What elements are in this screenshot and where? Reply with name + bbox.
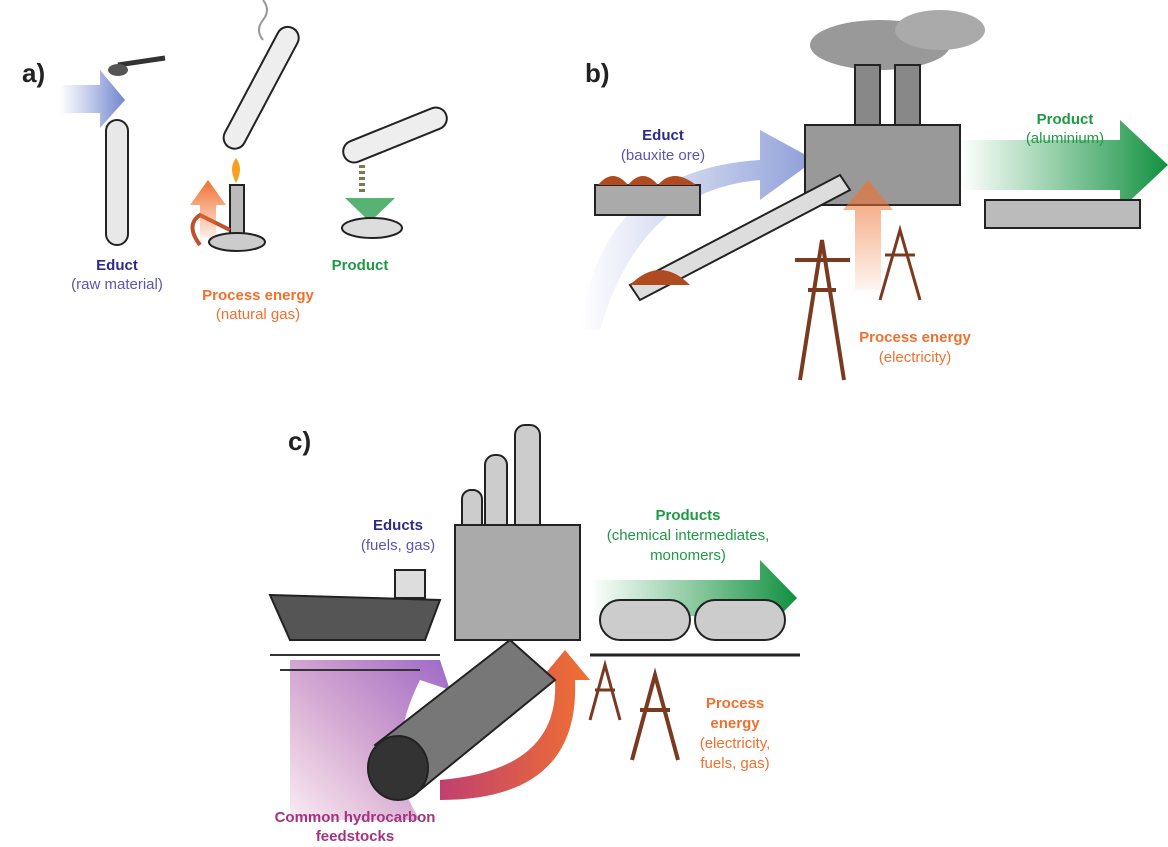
panel-a: a) Educt (raw material) Process energy (… [22, 0, 450, 323]
aluminium-car [985, 200, 1140, 228]
ship [270, 595, 440, 640]
ore-car [595, 185, 700, 215]
energy-sub: fuels, gas) [700, 755, 769, 772]
educt-sub: (raw material) [71, 276, 163, 293]
pylon [795, 240, 850, 380]
dish [342, 218, 402, 238]
product-title: Product [1037, 111, 1094, 128]
panel-b: b) Educt (bauxite ore) Product (aluminiu… [580, 10, 1168, 380]
pylon [880, 230, 920, 300]
feedstock-title: feedstocks [316, 828, 394, 845]
tank-car [695, 600, 785, 640]
refinery [455, 525, 580, 640]
heated-tube [220, 23, 303, 153]
energy-title: energy [710, 715, 760, 732]
educt-title: Educt [642, 127, 684, 144]
burner [230, 185, 244, 235]
product-sub: monomers) [650, 547, 726, 564]
panel-label: a) [22, 58, 45, 88]
educt-sub: (bauxite ore) [621, 147, 705, 164]
educt-sub: (fuels, gas) [361, 537, 435, 554]
test-tube [106, 120, 128, 245]
feedstock-title: Common hydrocarbon [275, 809, 436, 826]
product-sub: (chemical intermediates, [607, 527, 770, 544]
diagram: a) Educt (raw material) Process energy (… [0, 0, 1168, 847]
energy-sub: (electricity, [700, 735, 771, 752]
burner-base [209, 233, 265, 251]
flame [232, 158, 240, 183]
page: a) Educt (raw material) Process energy (… [0, 0, 1168, 847]
energy-sub: (natural gas) [216, 306, 300, 323]
smoke [895, 10, 985, 50]
pouring-tube [340, 104, 450, 166]
energy-title: Process energy [859, 329, 971, 346]
product-sub: (aluminium) [1026, 130, 1104, 147]
educt-title: Educt [96, 257, 138, 274]
product-title: Product [332, 257, 389, 274]
tank-car [600, 600, 690, 640]
pylon [590, 665, 620, 720]
smoke [259, 0, 267, 40]
spoon [118, 58, 165, 65]
chimney [855, 65, 880, 125]
product-title: Products [655, 507, 720, 524]
spoon-bowl [108, 64, 128, 76]
ore [598, 176, 696, 185]
energy-title: Process [706, 695, 764, 712]
educt-title: Educts [373, 517, 423, 534]
pipe-end [368, 736, 428, 800]
panel-label: c) [288, 426, 311, 456]
panel-label: b) [585, 58, 610, 88]
panel-c: c) Educts (fuels, gas) Products (chemica… [270, 425, 800, 845]
chimney [895, 65, 920, 125]
pylon [632, 675, 678, 760]
energy-sub: (electricity) [879, 349, 952, 366]
energy-arrow [190, 180, 226, 238]
energy-title: Process energy [202, 287, 314, 304]
ship-bridge [395, 570, 425, 598]
